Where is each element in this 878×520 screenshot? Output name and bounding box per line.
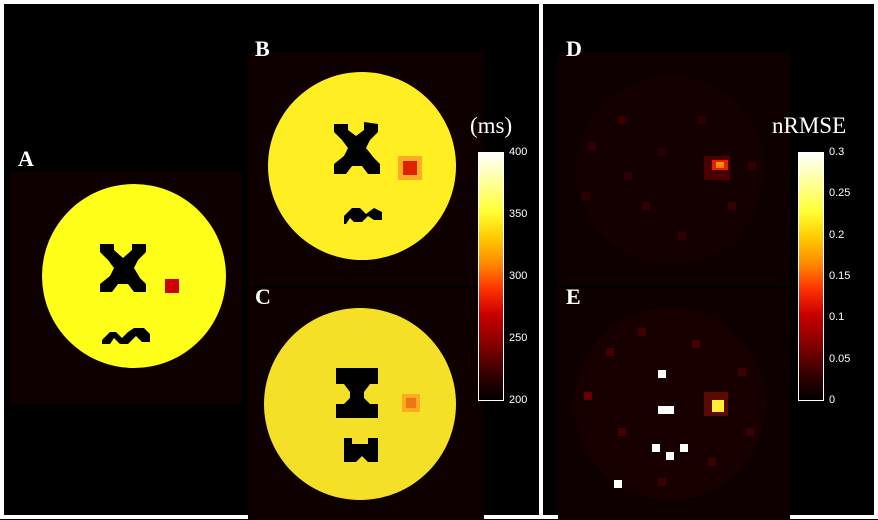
colorbar-err-tick-0.1: 0.1 bbox=[829, 311, 845, 323]
colorbar-t2-tick-350: 350 bbox=[509, 208, 528, 220]
colorbar-err-unit: nRMSE bbox=[772, 113, 847, 138]
colorbar-t2-tick-400: 400 bbox=[509, 146, 528, 158]
colorbar-err bbox=[798, 152, 824, 401]
colorbar-t2 bbox=[478, 152, 504, 401]
panel-e bbox=[558, 288, 790, 520]
panel-b bbox=[248, 52, 484, 286]
colorbar-err-tick-0.3: 0.3 bbox=[829, 146, 845, 158]
colorbar-err-tick-0.15: 0.15 bbox=[829, 270, 851, 282]
colorbar-err-tick-0.2: 0.2 bbox=[829, 229, 845, 241]
panel-d bbox=[558, 52, 790, 286]
reconstruction-c-phantom bbox=[264, 308, 456, 500]
colorbar-t2-unit: (ms) bbox=[470, 113, 513, 138]
panel-a bbox=[10, 172, 242, 404]
ground-truth-phantom bbox=[42, 184, 226, 368]
label-c: C bbox=[255, 284, 271, 309]
colorbar-err-tick-0: 0 bbox=[829, 394, 836, 406]
label-d: D bbox=[566, 36, 582, 61]
colorbar-err-tick-0.25: 0.25 bbox=[829, 187, 851, 199]
error-map-d bbox=[576, 76, 764, 264]
colorbar-err-tick-0.05: 0.05 bbox=[829, 353, 851, 365]
colorbar-t2-tick-200: 200 bbox=[509, 394, 528, 406]
label-e: E bbox=[566, 284, 581, 309]
label-b: B bbox=[255, 36, 270, 61]
colorbar-t2-tick-300: 300 bbox=[509, 270, 528, 282]
label-a: A bbox=[18, 146, 34, 171]
colorbar-t2-tick-250: 250 bbox=[509, 332, 528, 344]
error-map-e bbox=[574, 308, 766, 500]
reconstruction-b-phantom bbox=[268, 72, 456, 260]
panel-c bbox=[248, 288, 484, 520]
